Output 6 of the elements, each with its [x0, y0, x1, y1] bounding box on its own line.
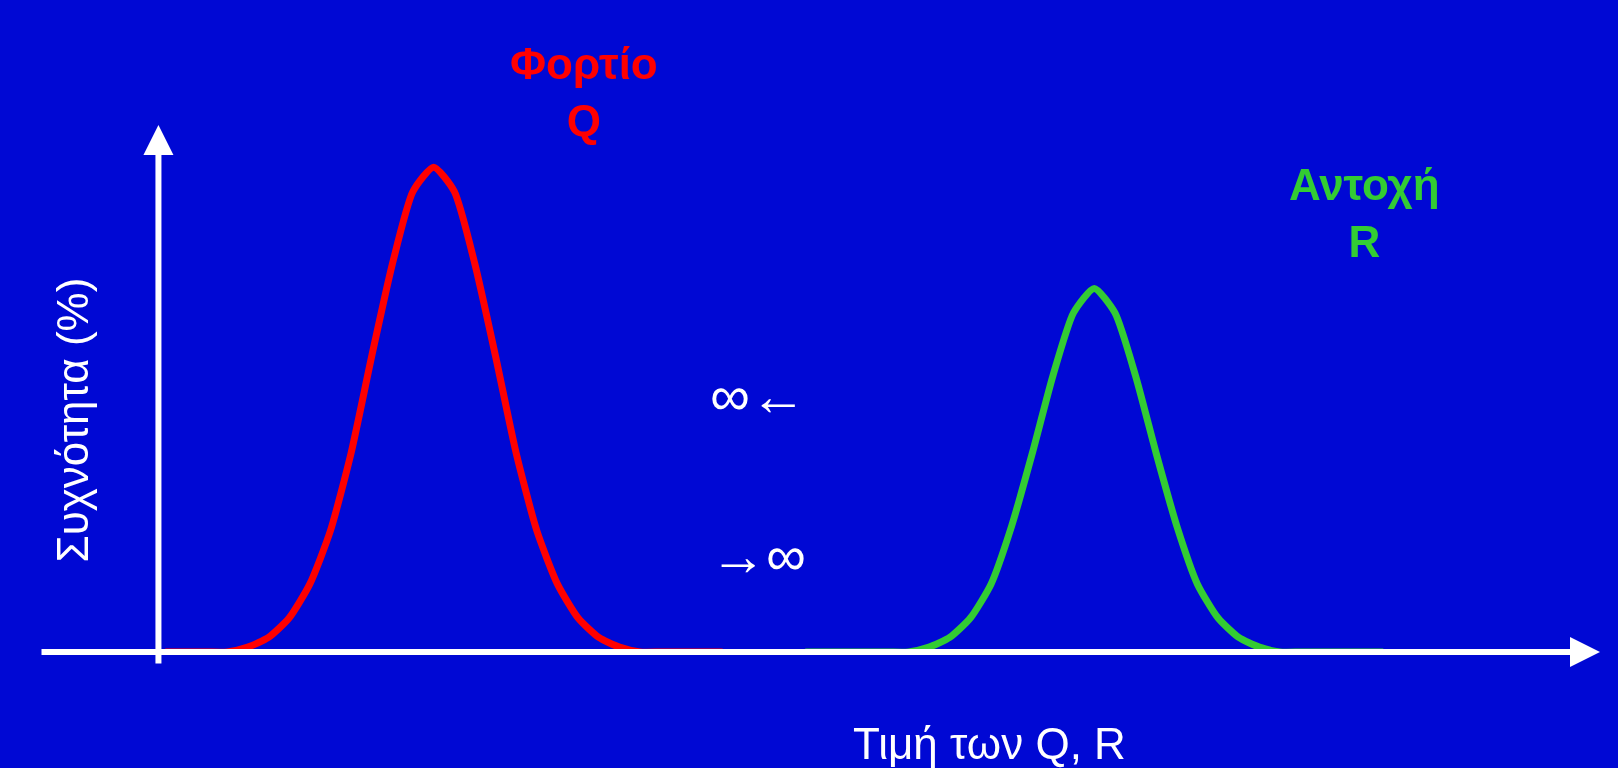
series-label: Φορτίο Q [510, 39, 658, 146]
annotation: ∞← [710, 364, 806, 427]
annotation: →∞ [710, 524, 806, 587]
text: Αντοχή R [1289, 160, 1440, 267]
x-axis-title: Τιμή των Q, R [853, 719, 1126, 768]
y-axis-title: Συχνότητα (%) [48, 277, 98, 563]
